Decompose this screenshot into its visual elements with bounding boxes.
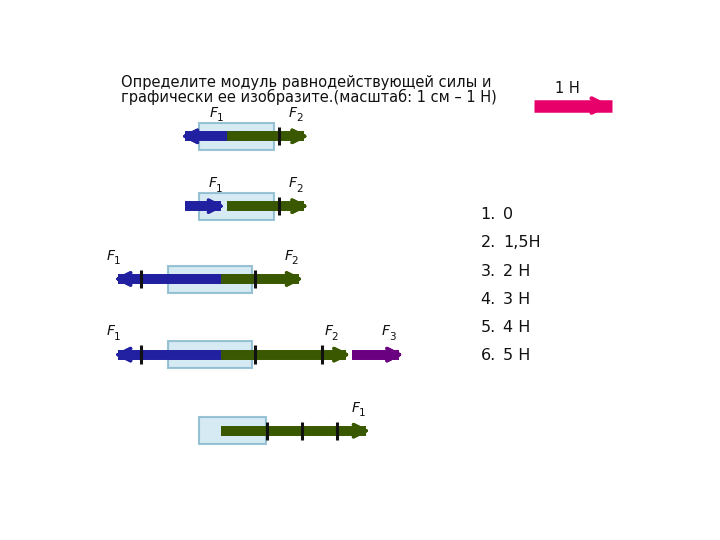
Text: 1: 1	[114, 332, 121, 342]
Text: 3: 3	[389, 332, 396, 342]
Text: 1.: 1.	[481, 207, 496, 222]
Text: 4.: 4.	[481, 292, 496, 307]
Text: 2 Н: 2 Н	[503, 264, 531, 279]
Text: 1: 1	[359, 408, 365, 418]
Text: 6.: 6.	[481, 348, 496, 363]
Text: 3.: 3.	[481, 264, 496, 279]
Text: 1: 1	[217, 113, 224, 123]
Text: 4 Н: 4 Н	[503, 320, 531, 335]
FancyBboxPatch shape	[199, 193, 274, 220]
Text: 1: 1	[114, 256, 121, 266]
Text: 5.: 5.	[481, 320, 496, 335]
Text: 1 Н: 1 Н	[554, 81, 580, 96]
Text: F: F	[210, 106, 218, 120]
Text: 1,5Н: 1,5Н	[503, 235, 541, 250]
Text: 2: 2	[296, 184, 302, 194]
Text: 2.: 2.	[481, 235, 496, 250]
FancyBboxPatch shape	[168, 341, 252, 368]
Text: F: F	[289, 106, 297, 120]
Text: 5 Н: 5 Н	[503, 348, 531, 363]
Text: F: F	[107, 325, 114, 339]
Text: F: F	[382, 325, 390, 339]
FancyBboxPatch shape	[168, 266, 252, 293]
Text: 2: 2	[292, 256, 298, 266]
Text: графически ее изобразите.(масштаб: 1 см – 1 Н): графически ее изобразите.(масштаб: 1 см …	[121, 89, 497, 105]
Text: F: F	[324, 325, 333, 339]
FancyBboxPatch shape	[199, 417, 266, 444]
Text: 0: 0	[503, 207, 513, 222]
Text: F: F	[284, 249, 292, 263]
Text: F: F	[208, 177, 216, 191]
Text: F: F	[289, 177, 297, 191]
FancyBboxPatch shape	[199, 123, 274, 150]
Text: F: F	[351, 401, 359, 415]
Text: Определите модуль равнодействующей силы и: Определите модуль равнодействующей силы …	[121, 75, 491, 90]
Text: 2: 2	[296, 113, 302, 123]
Text: 1: 1	[215, 184, 222, 194]
Text: 2: 2	[332, 332, 338, 342]
Text: 3 Н: 3 Н	[503, 292, 530, 307]
Text: F: F	[107, 249, 114, 263]
